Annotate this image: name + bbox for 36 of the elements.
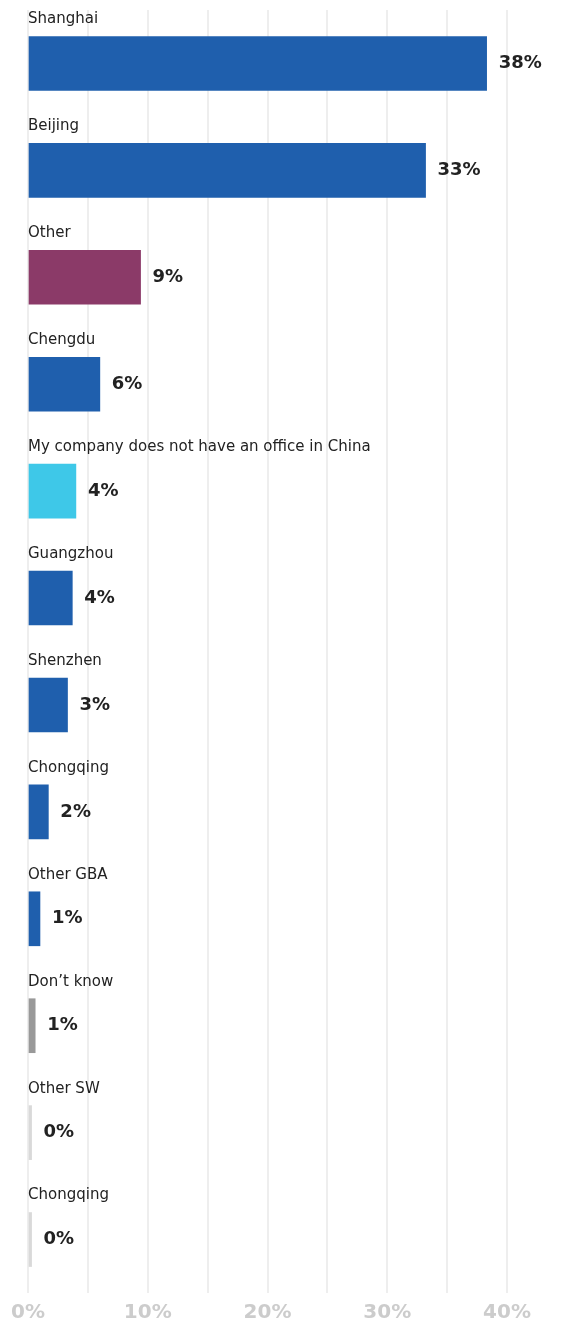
data-label: 3%	[79, 692, 111, 714]
bar	[28, 463, 77, 519]
y-tick-label: Shenzhen	[28, 650, 102, 669]
bar	[28, 36, 487, 91]
data-label: 9%	[152, 264, 184, 286]
y-tick-label: Other GBA	[28, 864, 109, 883]
bar	[28, 1212, 32, 1267]
y-tick-label: Chengdu	[28, 330, 96, 349]
data-label: 33%	[437, 158, 481, 180]
y-tick-label: My company does not have an office in China	[28, 437, 371, 456]
y-tick-label: Beijing	[28, 116, 80, 135]
bar	[28, 570, 73, 626]
bar	[28, 784, 49, 840]
bar	[28, 1105, 32, 1160]
bar	[28, 249, 141, 305]
y-tick-label: Other SW	[28, 1078, 100, 1097]
data-label: 4%	[87, 478, 119, 500]
data-label: 0%	[43, 1227, 75, 1249]
y-tick-label: Chongqing	[28, 1185, 109, 1204]
data-label: 0%	[43, 1120, 75, 1142]
bar	[28, 891, 41, 947]
y-tick-label: Don’t know	[28, 971, 114, 990]
data-label: 6%	[111, 371, 143, 393]
y-tick-label: Other	[28, 223, 72, 242]
y-tick-label: Guangzhou	[28, 543, 114, 562]
bar	[28, 998, 36, 1054]
bar	[28, 356, 101, 412]
data-label: 1%	[47, 1013, 78, 1035]
data-label: 1%	[51, 906, 83, 928]
y-tick-label: Chongqing	[28, 757, 109, 776]
bar	[28, 143, 426, 198]
bar	[28, 677, 68, 733]
data-label: 2%	[60, 799, 91, 821]
data-label: 38%	[498, 51, 542, 73]
y-tick-label: Shanghai	[28, 9, 99, 28]
data-label: 4%	[84, 585, 115, 607]
